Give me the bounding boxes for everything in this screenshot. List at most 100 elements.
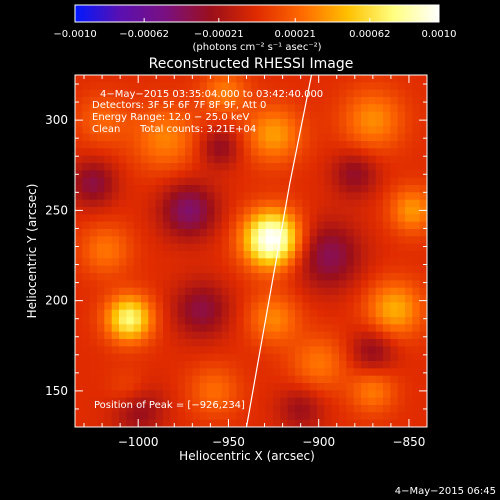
heatmap-cell (353, 412, 362, 421)
heatmap-cell (141, 339, 149, 347)
heatmap-cell (199, 119, 208, 127)
heatmap-cell (97, 104, 105, 113)
heatmap-cell (97, 126, 105, 135)
heatmap-cell (273, 221, 281, 230)
x-tick-label: −850 (392, 435, 425, 449)
heatmap-cell (324, 397, 333, 406)
heatmap-cell (361, 317, 369, 325)
heatmap-cell (273, 97, 281, 105)
heatmap-cell (221, 375, 230, 384)
heatmap-cell (221, 302, 230, 311)
heatmap-cell (405, 383, 413, 391)
heatmap-cell (199, 324, 208, 333)
heatmap-cell (243, 111, 252, 120)
heatmap-cell (339, 412, 347, 421)
heatmap-cell (177, 397, 186, 406)
heatmap-cell (383, 317, 391, 325)
heatmap-cell (236, 119, 245, 127)
heatmap-cell (390, 265, 399, 274)
heatmap-cell (353, 280, 362, 289)
heatmap-cell (361, 229, 369, 237)
heatmap-cell (346, 229, 355, 237)
heatmap-cell (214, 207, 223, 215)
annotation-clean: Clean (92, 124, 120, 135)
heatmap-cell (207, 148, 215, 157)
heatmap-cell (295, 75, 303, 83)
heatmap-cell (273, 126, 281, 135)
heatmap-cell (199, 258, 208, 267)
heatmap-cell (405, 104, 413, 113)
heatmap-cell (375, 361, 384, 369)
heatmap-cell (295, 405, 303, 413)
heatmap-cell (126, 383, 135, 391)
heatmap-cell (185, 221, 193, 230)
heatmap-cell (192, 229, 201, 237)
heatmap-cell (199, 148, 208, 157)
heatmap-cell (111, 361, 120, 369)
heatmap-cell (207, 295, 215, 303)
heatmap-cell (170, 390, 179, 399)
heatmap-cell (302, 163, 311, 171)
heatmap-cell (82, 170, 91, 179)
heatmap-cell (75, 148, 83, 157)
heatmap-cell (82, 207, 91, 215)
heatmap-cell (207, 214, 215, 223)
heatmap-cell (346, 214, 355, 223)
heatmap-cell (339, 141, 347, 149)
heatmap-cell (119, 229, 127, 237)
heatmap-cell (155, 339, 164, 347)
heatmap-cell (324, 412, 333, 421)
heatmap-cell (75, 236, 83, 245)
heatmap-cell (346, 207, 355, 215)
heatmap-cell (258, 302, 267, 311)
heatmap-cell (353, 111, 362, 120)
heatmap-cell (82, 177, 91, 186)
heatmap-cell (375, 229, 384, 237)
heatmap-cell (148, 397, 157, 406)
heatmap-cell (397, 236, 406, 245)
heatmap-cell (324, 309, 333, 318)
heatmap-cell (383, 280, 391, 289)
heatmap-cell (75, 126, 83, 135)
heatmap-cell (199, 97, 208, 105)
heatmap-cell (361, 273, 369, 281)
heatmap-cell (104, 265, 113, 274)
heatmap-cell (221, 324, 230, 333)
heatmap-cell (309, 221, 318, 230)
heatmap-cell (236, 317, 245, 325)
heatmap-cell (155, 324, 164, 333)
heatmap-cell (265, 221, 274, 230)
heatmap-cell (280, 192, 289, 201)
heatmap-cell (111, 119, 120, 127)
heatmap-cell (324, 331, 333, 340)
heatmap-cell (97, 390, 105, 399)
heatmap-cell (148, 280, 157, 289)
heatmap-cell (82, 97, 91, 105)
heatmap-cell (331, 317, 340, 325)
heatmap-cell (75, 243, 83, 252)
heatmap-cell (346, 126, 355, 135)
heatmap-cell (199, 280, 208, 289)
heatmap-cell (207, 280, 215, 289)
heatmap-cell (353, 339, 362, 347)
heatmap-cell (419, 287, 427, 296)
heatmap-cell (419, 339, 427, 347)
heatmap-cell (353, 287, 362, 296)
heatmap-cell (390, 273, 399, 281)
heatmap-cell (177, 419, 186, 427)
heatmap-cell (346, 251, 355, 259)
heatmap-cell (302, 126, 311, 135)
heatmap-cell (317, 302, 325, 311)
heatmap-cell (111, 214, 120, 223)
heatmap-cell (229, 273, 237, 281)
heatmap-cell (339, 97, 347, 105)
heatmap-cell (331, 243, 340, 252)
heatmap-cell (97, 419, 105, 427)
heatmap-cell (214, 119, 223, 127)
heatmap-cell (192, 331, 201, 340)
heatmap-cell (111, 419, 120, 427)
heatmap-cell (236, 419, 245, 427)
heatmap-cell (258, 243, 267, 252)
heatmap-cell (317, 214, 325, 223)
heatmap-cell (309, 324, 318, 333)
